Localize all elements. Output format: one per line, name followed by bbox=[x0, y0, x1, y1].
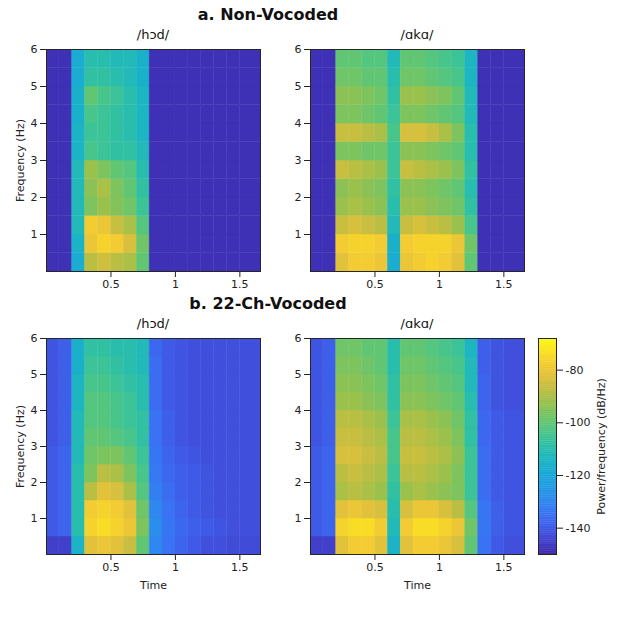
svg-text:5: 5 bbox=[295, 368, 302, 381]
svg-text:Frequency (Hz): Frequency (Hz) bbox=[14, 119, 27, 202]
svg-text:4: 4 bbox=[31, 404, 38, 417]
svg-text:1.5: 1.5 bbox=[231, 278, 249, 291]
html-text:/ɑkɑ/: /ɑkɑ/ bbox=[400, 27, 434, 42]
svg-text:0.5: 0.5 bbox=[366, 278, 384, 291]
svg-text:Power/frequency (dB/Hz): Power/frequency (dB/Hz) bbox=[595, 378, 608, 515]
svg-text:0.5: 0.5 bbox=[102, 561, 120, 574]
svg-text:1: 1 bbox=[172, 278, 179, 291]
html-text:/hɔd/: /hɔd/ bbox=[136, 316, 170, 331]
svg-text:1: 1 bbox=[295, 512, 302, 525]
svg-text:Time: Time bbox=[139, 579, 167, 592]
html-text:/hɔd/: /hɔd/ bbox=[136, 27, 170, 42]
svg-text:1.5: 1.5 bbox=[495, 561, 513, 574]
svg-text:5: 5 bbox=[31, 368, 38, 381]
svg-text:6: 6 bbox=[31, 332, 38, 345]
svg-text:4: 4 bbox=[295, 117, 302, 130]
svg-text:Time: Time bbox=[403, 579, 431, 592]
svg-text:3: 3 bbox=[295, 154, 302, 167]
svg-text:-140: -140 bbox=[566, 522, 591, 535]
svg-text:4: 4 bbox=[31, 117, 38, 130]
svg-text:1: 1 bbox=[436, 278, 443, 291]
svg-text:3: 3 bbox=[295, 440, 302, 453]
svg-text:6: 6 bbox=[295, 332, 302, 345]
svg-text:1: 1 bbox=[436, 561, 443, 574]
svg-text:2: 2 bbox=[295, 191, 302, 204]
svg-text:Frequency (Hz): Frequency (Hz) bbox=[14, 405, 27, 488]
svg-text:2: 2 bbox=[31, 476, 38, 489]
html-text:a. Non-Vocoded: a. Non-Vocoded bbox=[197, 5, 339, 24]
html-text:/ɑkɑ/: /ɑkɑ/ bbox=[400, 316, 434, 331]
svg-text:1: 1 bbox=[172, 561, 179, 574]
svg-text:2: 2 bbox=[31, 191, 38, 204]
svg-text:2: 2 bbox=[295, 476, 302, 489]
html-text:b. 22-Ch-Vocoded: b. 22-Ch-Vocoded bbox=[189, 294, 347, 313]
svg-text:1.5: 1.5 bbox=[495, 278, 513, 291]
svg-text:-120: -120 bbox=[566, 469, 591, 482]
svg-text:0.5: 0.5 bbox=[366, 561, 384, 574]
svg-text:5: 5 bbox=[31, 80, 38, 93]
svg-text:-100: -100 bbox=[566, 416, 591, 429]
svg-text:4: 4 bbox=[295, 404, 302, 417]
svg-text:1: 1 bbox=[295, 228, 302, 241]
svg-text:-80: -80 bbox=[566, 364, 584, 377]
svg-text:1.5: 1.5 bbox=[231, 561, 249, 574]
svg-text:1: 1 bbox=[31, 512, 38, 525]
svg-text:6: 6 bbox=[31, 43, 38, 56]
svg-text:5: 5 bbox=[295, 80, 302, 93]
svg-text:3: 3 bbox=[31, 154, 38, 167]
svg-text:3: 3 bbox=[31, 440, 38, 453]
svg-text:0.5: 0.5 bbox=[102, 278, 120, 291]
svg-text:6: 6 bbox=[295, 43, 302, 56]
svg-text:1: 1 bbox=[31, 228, 38, 241]
